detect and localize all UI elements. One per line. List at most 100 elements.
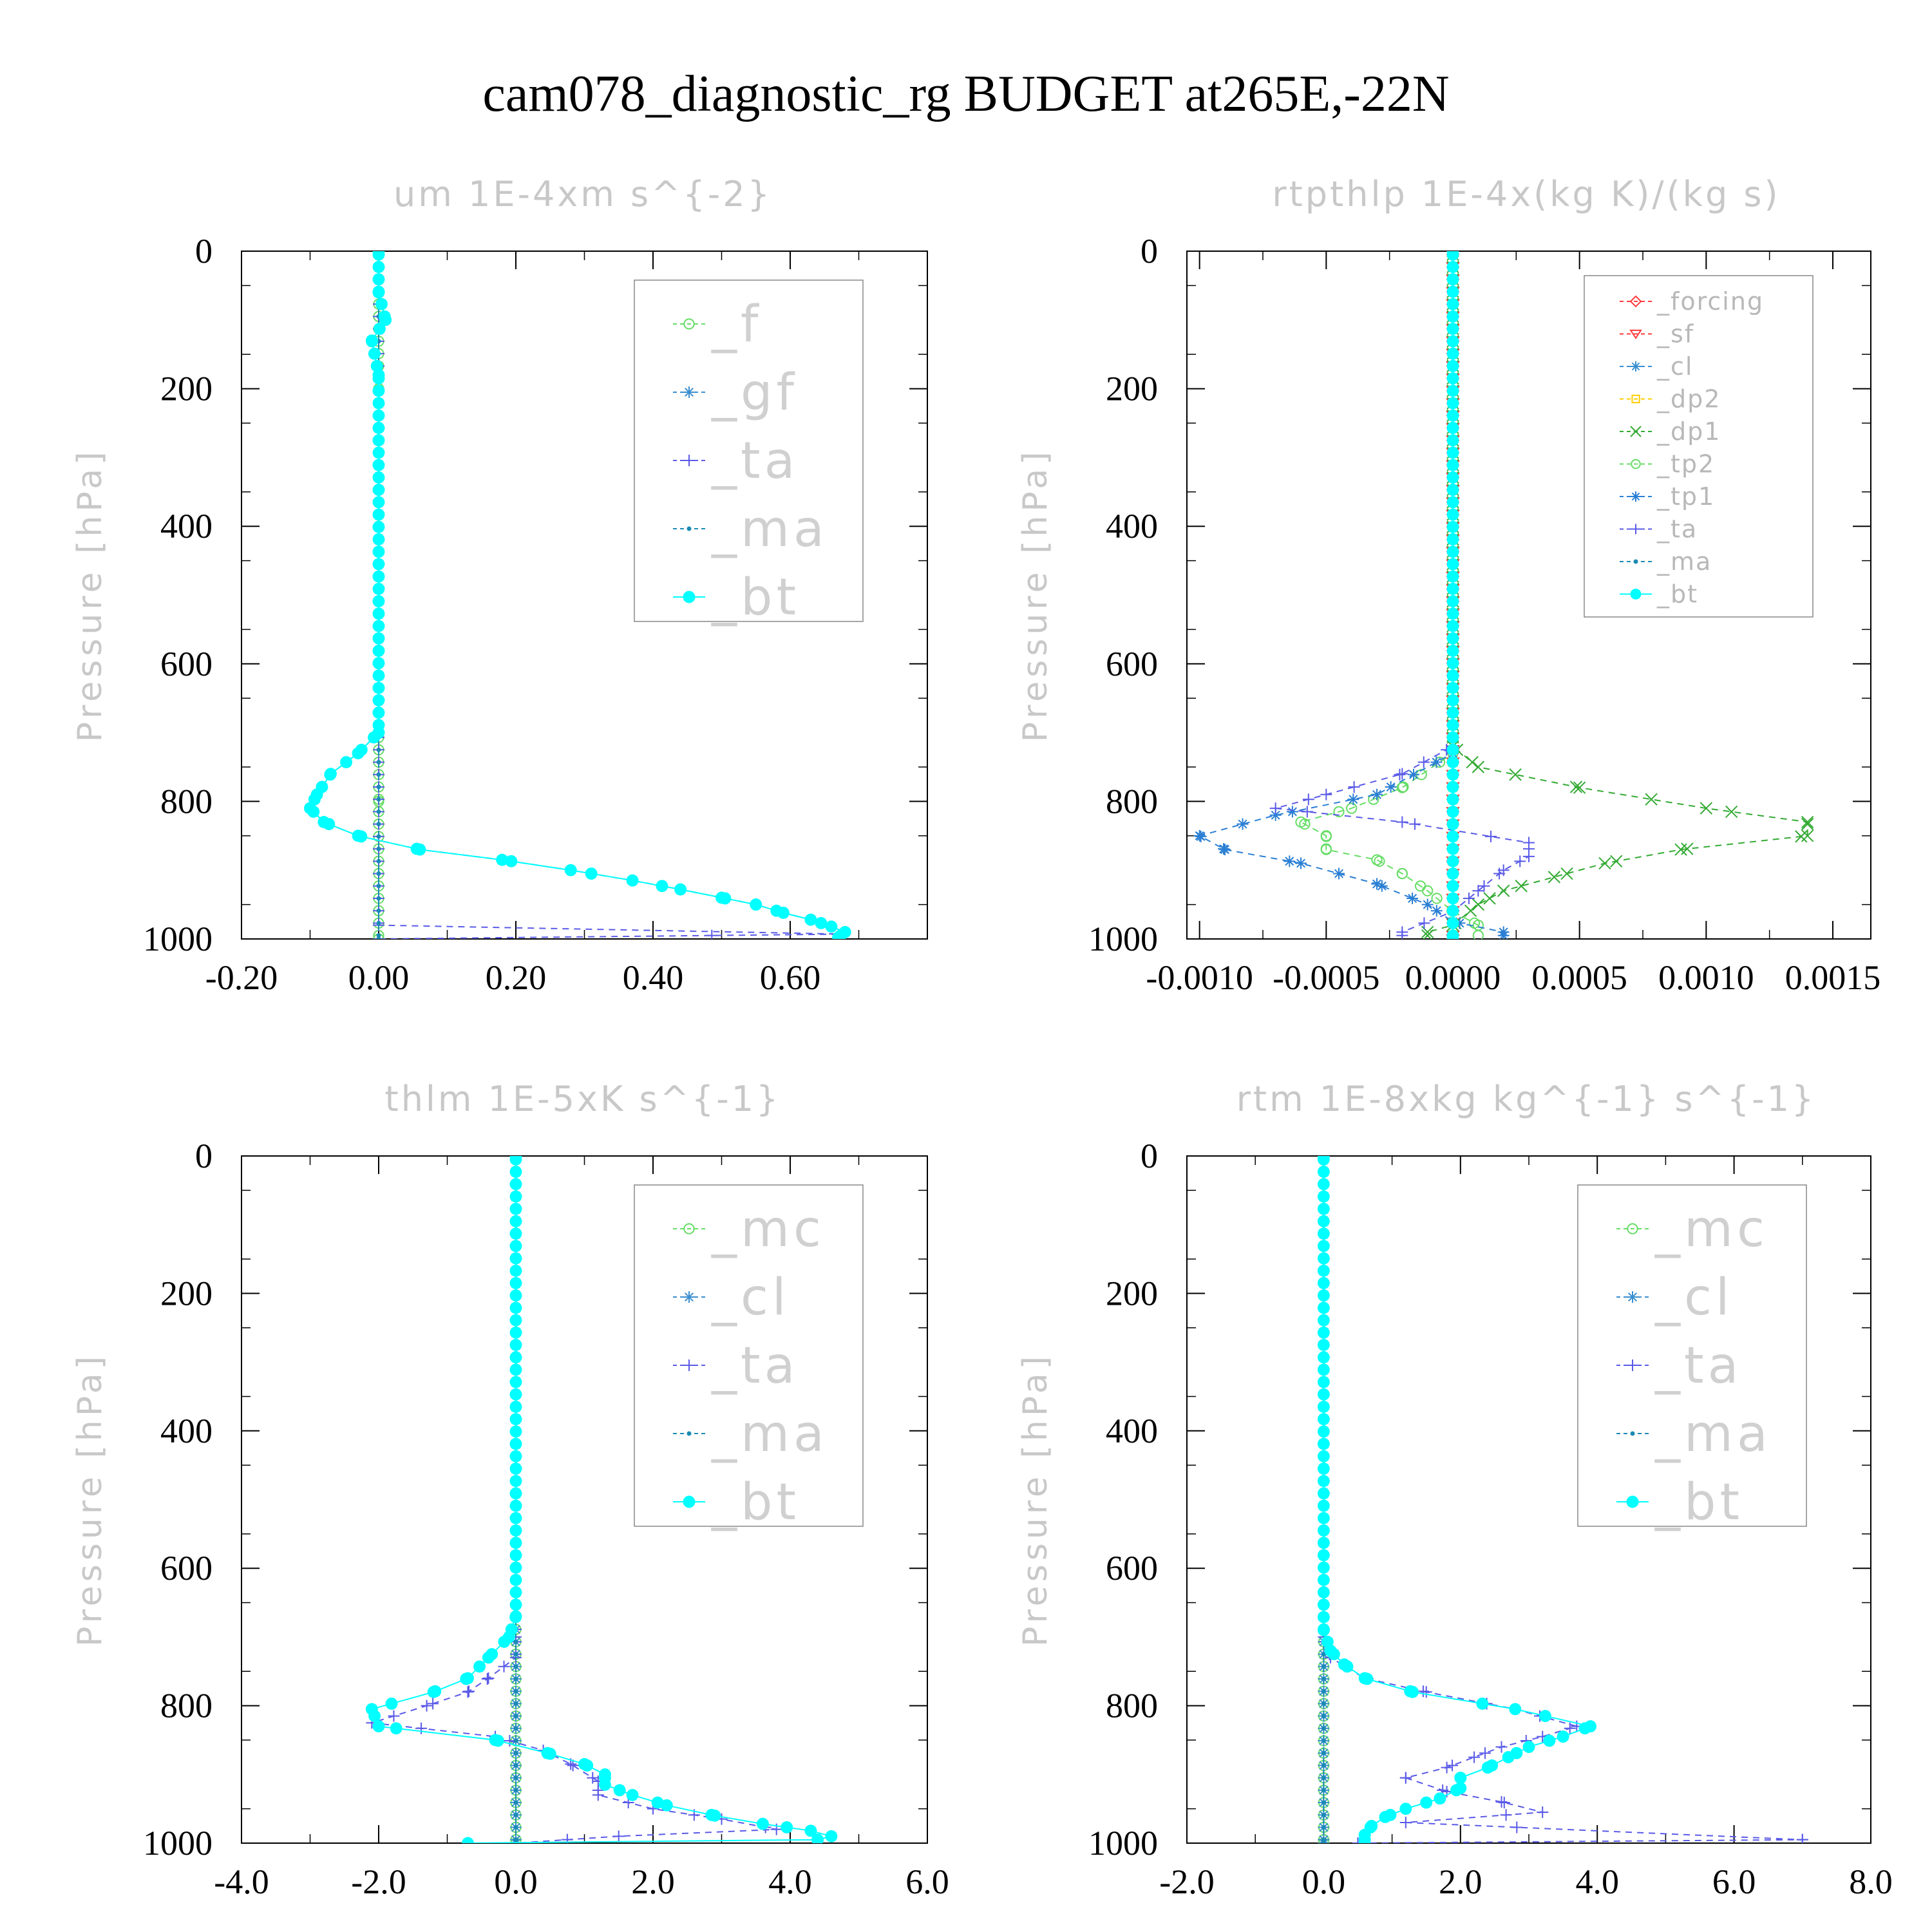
y-tick-label: 0 [1141,1137,1158,1175]
series-marker [1502,1751,1515,1764]
series-marker [509,1401,522,1413]
series-marker [1446,434,1459,447]
series-marker [463,1685,475,1698]
series-marker [1317,1326,1330,1339]
series-marker [651,1796,664,1809]
series-marker [1358,1837,1371,1843]
series-marker [372,251,385,258]
series-marker [1385,781,1397,793]
series-marker [1317,1437,1330,1450]
legend-swatch-marker [1626,1495,1639,1508]
series-marker [1324,1644,1337,1657]
series-marker [372,446,385,459]
series-marker [1446,310,1459,323]
series-marker [509,1252,522,1265]
series-marker [1446,706,1459,719]
legend-swatch-marker [683,455,695,466]
series-marker [372,706,385,719]
series-marker [1598,857,1611,870]
series-marker [509,1413,522,1426]
legend-label: _ma [711,1405,828,1463]
series-marker [567,1759,579,1772]
series-marker [376,884,381,889]
series-marker [1446,743,1459,756]
y-tick-label: 1000 [1088,920,1158,958]
series-marker [513,1800,518,1805]
legend-label: _sf [1656,320,1694,348]
series-marker [1317,1624,1330,1636]
series-marker [1801,815,1814,829]
series-marker [1317,1156,1330,1162]
series-marker [310,788,323,801]
series-marker [509,1561,522,1574]
legend-label: _tp1 [1656,482,1715,511]
series-marker [1376,880,1388,892]
series-marker [376,846,381,851]
y-axis-label: Pressure [hPa] [71,1352,109,1647]
series-marker [373,323,386,336]
series-marker [376,834,381,839]
series-marker [372,286,385,299]
series-marker [376,772,381,777]
series-marker [1446,251,1459,258]
series-marker [509,1166,522,1178]
series-marker [1446,830,1459,843]
series-marker [1302,793,1314,806]
series-marker [1478,880,1490,892]
series-marker [376,858,381,864]
series-marker [372,397,385,410]
series-marker [1481,1761,1494,1774]
series-marker [1417,1685,1429,1698]
legend-swatch-marker [1633,559,1638,564]
y-axis-label: Pressure [hPa] [1016,1352,1055,1647]
series-marker [815,916,828,929]
series-marker [1301,806,1313,818]
series-marker [1446,607,1459,620]
series-marker [1321,1664,1326,1669]
series-marker [1371,854,1383,866]
series-marker [376,809,381,814]
series-marker [660,1799,673,1812]
legend-swatch-marker [1631,394,1640,404]
series-marker [1421,929,1434,939]
series-marker [1321,1800,1326,1805]
plot-area [1317,1156,1808,1843]
series-marker [513,1837,518,1842]
series-marker [1317,1450,1330,1463]
series-marker [372,694,385,706]
series-marker [509,1425,522,1438]
series-marker [375,298,388,310]
series-marker [1446,867,1459,880]
series-marker [1406,1685,1419,1698]
series-marker [372,669,385,682]
series-marker [509,1227,522,1240]
series-marker [509,1215,522,1227]
series-marker [706,929,718,939]
series-marker [513,1763,518,1768]
y-tick-label: 600 [1106,1549,1158,1587]
x-tick-label: -0.20 [205,958,278,997]
series-marker [1446,793,1459,806]
series-bt [304,251,851,939]
series-marker [832,931,844,939]
legend-swatch-marker [1631,524,1641,535]
series-marker [1317,1314,1330,1327]
plot-area [304,251,851,939]
legend-box [1577,1184,1807,1527]
series-marker [1801,829,1814,842]
series-marker [656,880,668,893]
series-marker [1317,1166,1330,1178]
series-marker [1371,878,1383,890]
series-marker [415,1722,428,1734]
panel-title: rtm 1E-8xkg kg^{-1} s^{-1} [1236,1079,1817,1119]
series-marker [489,1734,502,1747]
series-marker [1446,1759,1459,1772]
series-marker [1472,919,1484,931]
y-tick-label: 800 [160,1687,213,1725]
series-marker [1497,926,1510,938]
y-tick-label: 800 [160,782,213,820]
series-marker [599,1768,611,1781]
panel-title: rtpthlp 1E-4x(kg K)/(kg s) [1272,174,1780,214]
series-marker [1399,1816,1412,1828]
series-marker [1193,829,1206,842]
